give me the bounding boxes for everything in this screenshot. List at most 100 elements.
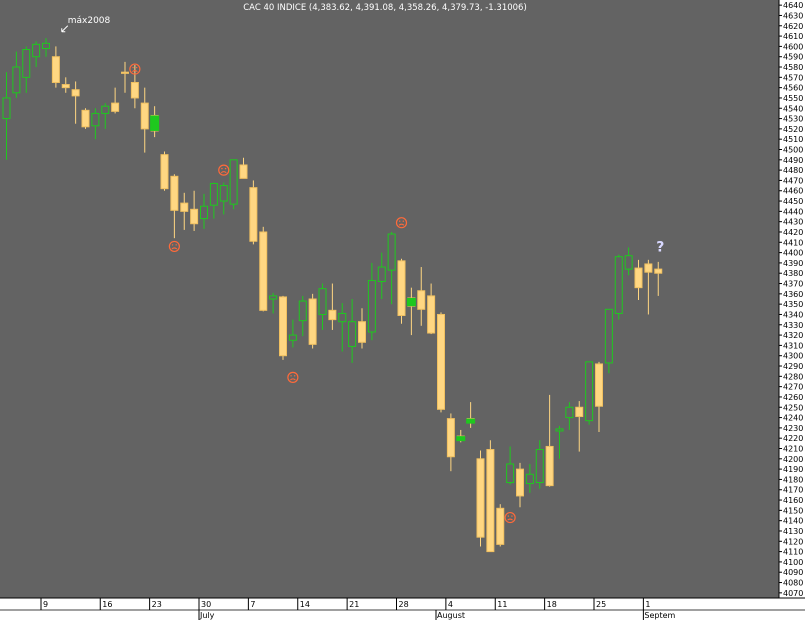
frown-eye (293, 375, 296, 377)
frown-eye (224, 167, 227, 170)
candle-body (32, 43, 41, 58)
candle-31 (308, 293, 317, 349)
candle-25 (249, 180, 258, 245)
y-tick-label: 4380 (783, 269, 803, 278)
candle-61 (604, 308, 613, 374)
question-mark: ? (656, 240, 664, 256)
y-tick-label: 4150 (783, 506, 803, 515)
x-tick-label: 4 (448, 600, 453, 609)
y-tick-label: 4570 (783, 73, 803, 82)
candle-body (585, 361, 594, 422)
frown-eye (507, 515, 510, 517)
candle-body (476, 458, 485, 538)
candle-body (190, 208, 199, 225)
candle-20 (200, 193, 208, 229)
candle-body (634, 267, 643, 289)
y-tick-label: 4620 (783, 22, 803, 31)
candle-52 (516, 462, 524, 508)
y-tick-label: 4460 (783, 187, 803, 196)
arrow-icon (61, 25, 69, 33)
candle-body (140, 102, 149, 130)
frown-face (504, 511, 516, 524)
candle-body (269, 295, 278, 300)
candle-body (397, 260, 406, 316)
candle-29 (288, 319, 297, 348)
candle-65 (644, 259, 653, 315)
month-label: August (437, 611, 465, 620)
candle-body (12, 66, 21, 94)
y-tick-label: 4490 (783, 156, 803, 165)
candle-body (348, 321, 357, 347)
y-tick-label: 4440 (783, 207, 803, 216)
candle-36 (358, 308, 366, 349)
candle-body (417, 290, 426, 310)
candle-body (42, 42, 50, 49)
frown-icon (168, 240, 180, 253)
candle-body (91, 112, 100, 127)
y-tick-label: 4610 (783, 32, 803, 41)
candle-body (81, 109, 90, 128)
candle-body (22, 48, 31, 78)
candle-body (180, 202, 189, 212)
y-tick-label: 4130 (783, 527, 803, 536)
y-tick-label: 4320 (783, 331, 803, 340)
candle-body (219, 185, 228, 202)
candle-9 (91, 108, 100, 140)
candle-10 (101, 103, 110, 129)
y-tick-label: 4220 (783, 434, 803, 443)
y-tick-label: 4360 (783, 290, 803, 299)
y-tick-label: 4510 (783, 135, 803, 144)
candle-body (446, 418, 455, 458)
candle-37 (367, 262, 376, 341)
candle-7 (71, 81, 80, 124)
candle-body (170, 175, 179, 211)
y-tick-label: 4180 (783, 475, 803, 484)
x-tick-label: 23 (152, 600, 162, 609)
candle-body (338, 312, 347, 323)
y-tick-label: 4080 (783, 579, 803, 588)
candle-55 (545, 394, 554, 487)
y-tick-label: 4340 (783, 310, 803, 319)
candle-body (575, 406, 584, 418)
candle-body (555, 428, 564, 432)
candle-30 (298, 295, 307, 337)
frown-icon (218, 164, 230, 176)
y-tick-label: 4330 (783, 321, 803, 330)
y-tick-label: 4560 (783, 84, 803, 93)
y-tick-label: 4420 (783, 228, 803, 237)
candle-body (328, 309, 337, 321)
candle-24 (239, 157, 248, 179)
y-tick-label: 4470 (783, 176, 803, 185)
candle-body (437, 313, 445, 410)
candle-21 (209, 182, 218, 219)
frown-icon (395, 217, 408, 229)
candle-28 (279, 295, 287, 360)
candle-body (71, 89, 80, 97)
y-tick-label: 4300 (783, 352, 803, 361)
candle-53 (525, 463, 534, 493)
y-tick-label: 4540 (783, 104, 803, 113)
candle-body (209, 183, 218, 206)
candle-56 (555, 425, 564, 459)
x-tick-label: 9 (43, 600, 48, 609)
y-tick-label: 4120 (783, 537, 803, 546)
candle-4 (42, 38, 50, 57)
y-axis-panel (779, 0, 805, 598)
highlight-candle-0 (150, 115, 160, 131)
y-tick-label: 4640 (783, 1, 803, 10)
y-tick-label: 4410 (783, 238, 803, 247)
candle-body (595, 363, 603, 407)
frown-eye (290, 375, 292, 377)
y-tick-label: 4630 (783, 11, 803, 20)
x-tick-label: 18 (547, 600, 557, 609)
candle-3 (32, 41, 41, 68)
candle-body (308, 298, 317, 345)
candle-body (259, 231, 268, 311)
candle-body (565, 406, 574, 419)
candles-layer (2, 38, 663, 553)
candle-11 (111, 87, 120, 114)
candle-body (200, 205, 208, 220)
candle-body (239, 164, 248, 179)
x-axis-panel (0, 598, 805, 620)
